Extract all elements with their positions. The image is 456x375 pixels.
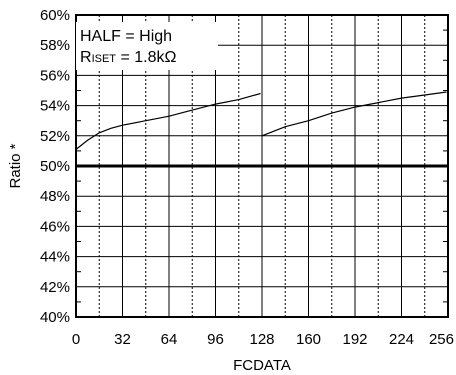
x-tick-label: 64 <box>161 331 178 348</box>
x-tick-label: 256 <box>429 331 454 348</box>
series-line-1 <box>75 92 261 150</box>
y-tick-label: 42% <box>40 279 70 296</box>
x-tick-label: 224 <box>389 331 414 348</box>
series-layer <box>75 91 447 150</box>
y-tick-labels: 40% 42% 44% 46% 48% 50% 52% 54% 56% 58% 60% <box>40 7 70 326</box>
y-tick-label: 40% <box>40 309 70 326</box>
annotation-box: HALF = High RISET = 1.8kΩ <box>76 22 218 70</box>
x-tick-label: 192 <box>342 331 367 348</box>
annotation-r-value: = 1.8kΩ <box>116 49 176 66</box>
x-tick-labels: 0 32 64 96 128 160 192 224 256 <box>72 331 454 348</box>
x-axis-title: FCDATA <box>233 357 291 374</box>
annotation-line-2: RISET = 1.8kΩ <box>80 49 176 66</box>
x-tick-label: 160 <box>296 331 321 348</box>
annotation-r-subscript: ISET <box>92 53 117 65</box>
x-tick-label: 32 <box>114 331 131 348</box>
plot-frame <box>75 14 449 318</box>
x-tick-label: 0 <box>72 331 80 348</box>
series-line-2 <box>261 91 447 137</box>
annotation-background <box>76 22 218 70</box>
y-tick-label: 44% <box>40 249 70 266</box>
x-tick-label: 96 <box>207 331 224 348</box>
y-tick-label: 46% <box>40 218 70 235</box>
y-tick-label: 58% <box>40 37 70 54</box>
y-tick-label: 50% <box>40 158 70 175</box>
annotation-r: R <box>80 49 92 66</box>
x-tick-label: 128 <box>249 331 274 348</box>
y-tick-label: 48% <box>40 188 70 205</box>
y-tick-label: 54% <box>40 98 70 115</box>
y-tick-label: 52% <box>40 128 70 145</box>
y-tick-label: 60% <box>40 7 70 24</box>
y-axis-title: Ratio * <box>7 143 24 188</box>
annotation-line-1: HALF = High <box>80 28 172 45</box>
y-tick-label: 56% <box>40 67 70 84</box>
